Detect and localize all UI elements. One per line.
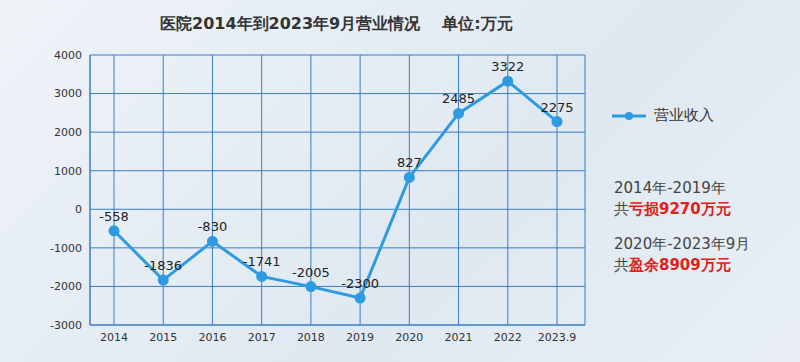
svg-text:1000: 1000 <box>54 165 82 178</box>
svg-text:3322: 3322 <box>491 59 524 74</box>
svg-text:-830: -830 <box>198 219 228 234</box>
html-text:医院2014年到2023年9月营业情况: 医院2014年到2023年9月营业情况 <box>160 14 421 33</box>
svg-text:-2300: -2300 <box>341 276 379 291</box>
svg-text:-1741: -1741 <box>243 254 281 269</box>
svg-text:2023.9: 2023.9 <box>538 331 577 344</box>
svg-text:2020: 2020 <box>395 331 423 344</box>
svg-text:2014: 2014 <box>100 331 128 344</box>
svg-text:2021: 2021 <box>445 331 473 344</box>
svg-text:2000: 2000 <box>54 126 82 139</box>
svg-text:2275: 2275 <box>540 100 573 115</box>
html-text:2020年-2023年9月: 2020年-2023年9月 <box>614 235 751 253</box>
svg-text:-2005: -2005 <box>292 265 330 280</box>
html-text:2014年-2019年: 2014年-2019年 <box>614 179 726 197</box>
svg-text:2022: 2022 <box>494 331 522 344</box>
svg-text:4000: 4000 <box>54 49 82 62</box>
svg-text:2018: 2018 <box>297 331 325 344</box>
svg-text:2485: 2485 <box>442 91 475 106</box>
svg-text:0: 0 <box>75 203 82 216</box>
svg-text:-3000: -3000 <box>50 319 82 332</box>
html-text:共盈余8909万元: 共盈余8909万元 <box>614 256 731 274</box>
svg-text:3000: 3000 <box>54 87 82 100</box>
svg-text:-1000: -1000 <box>50 242 82 255</box>
svg-text:-1836: -1836 <box>144 258 182 273</box>
svg-text:827: 827 <box>397 155 422 170</box>
svg-text:2019: 2019 <box>346 331 374 344</box>
svg-text:2016: 2016 <box>198 331 226 344</box>
svg-text:-2000: -2000 <box>50 280 82 293</box>
html-text:单位:万元: 单位:万元 <box>442 14 513 33</box>
svg-text:2017: 2017 <box>248 331 276 344</box>
svg-text:-558: -558 <box>99 209 129 224</box>
svg-text:2015: 2015 <box>149 331 177 344</box>
html-text:共亏损9270万元: 共亏损9270万元 <box>614 200 731 218</box>
html-text:营业收入: 营业收入 <box>654 106 714 124</box>
